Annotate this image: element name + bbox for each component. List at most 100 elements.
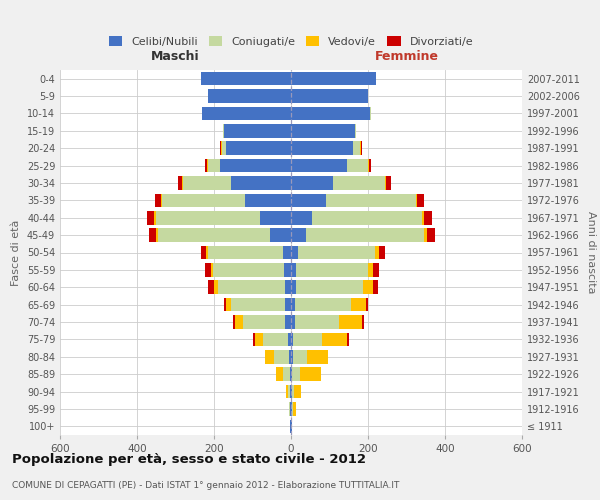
Bar [292,368,300,381]
Bar [226,142,291,155]
Bar [369,159,371,172]
Bar [291,106,370,120]
Bar [289,385,290,398]
Bar [366,298,368,312]
Bar [373,263,379,276]
Bar [291,194,326,207]
Bar [291,211,312,224]
Bar [286,385,289,398]
Bar [291,350,293,364]
Bar [293,350,307,364]
Bar [292,385,293,398]
Bar [291,124,355,138]
Bar [291,280,296,294]
Bar [158,228,270,242]
Bar [322,332,347,346]
Bar [206,246,208,260]
Bar [183,176,232,190]
Bar [291,368,292,381]
Bar [285,280,291,294]
Bar [220,159,291,172]
Bar [363,280,373,294]
Bar [265,350,274,364]
Bar [291,228,307,242]
Bar [295,315,339,329]
Bar [312,211,422,224]
Bar [245,194,291,207]
Bar [422,211,424,224]
Bar [350,298,366,312]
Bar [232,298,285,312]
Bar [370,106,371,120]
Bar [353,142,360,155]
Bar [208,90,291,103]
Bar [296,280,363,294]
Bar [427,228,434,242]
Bar [300,368,321,381]
Bar [178,176,182,190]
Bar [290,420,291,433]
Bar [223,124,224,138]
Bar [224,124,291,138]
Bar [291,159,347,172]
Bar [182,176,183,190]
Bar [149,228,156,242]
Bar [416,194,417,207]
Bar [218,280,285,294]
Bar [417,194,424,207]
Bar [222,142,226,155]
Bar [156,211,260,224]
Bar [289,350,291,364]
Bar [205,159,207,172]
Bar [291,402,292,415]
Bar [202,106,291,120]
Bar [283,246,291,260]
Bar [290,368,291,381]
Bar [368,159,369,172]
Bar [289,402,290,415]
Bar [162,194,245,207]
Bar [283,368,290,381]
Bar [295,298,350,312]
Text: Maschi: Maschi [151,50,200,62]
Bar [226,298,232,312]
Bar [224,298,226,312]
Bar [368,263,373,276]
Bar [293,332,322,346]
Bar [220,142,221,155]
Bar [285,315,291,329]
Bar [291,332,293,346]
Bar [233,315,235,329]
Bar [334,176,385,190]
Bar [292,402,293,415]
Text: Femmine: Femmine [374,50,439,62]
Bar [214,280,218,294]
Bar [291,385,292,398]
Bar [213,263,284,276]
Bar [154,211,156,224]
Bar [293,402,296,415]
Bar [339,315,362,329]
Bar [291,315,295,329]
Bar [260,211,291,224]
Bar [288,332,291,346]
Bar [253,332,255,346]
Bar [298,246,375,260]
Bar [360,142,361,155]
Bar [235,315,243,329]
Bar [146,211,154,224]
Bar [221,142,222,155]
Bar [424,211,431,224]
Bar [263,332,288,346]
Bar [293,385,301,398]
Bar [200,72,291,86]
Bar [255,332,263,346]
Text: Popolazione per età, sesso e stato civile - 2012: Popolazione per età, sesso e stato civil… [12,452,366,466]
Bar [361,142,362,155]
Bar [291,420,292,433]
Bar [291,298,295,312]
Bar [385,176,386,190]
Bar [208,280,214,294]
Bar [290,402,291,415]
Bar [291,90,368,103]
